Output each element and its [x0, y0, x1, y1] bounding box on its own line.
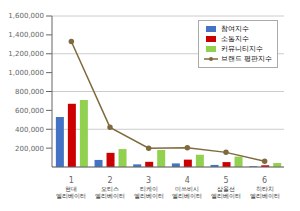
html-text:소통지수: 소통지수 [220, 35, 249, 43]
html-text:커뮤니티지수: 커뮤니티지수 [220, 45, 263, 53]
svg-text:1,400,000: 1,400,000 [8, 31, 44, 39]
svg-text:히타치엘리베이터: 히타치엘리베이터 [250, 185, 280, 199]
svg-text:3: 3 [146, 176, 151, 185]
svg-text:6: 6 [262, 176, 267, 185]
svg-text:1,600,000: 1,600,000 [8, 12, 44, 20]
svg-text:1,000,000: 1,000,000 [8, 69, 44, 77]
svg-text:현대엘리베이터: 현대엘리베이터 [56, 185, 86, 199]
svg-text:200,000: 200,000 [15, 145, 44, 153]
svg-text:1,200,000: 1,200,000 [8, 50, 44, 58]
svg-text:600,000: 600,000 [15, 107, 44, 115]
svg-text:800,000: 800,000 [15, 88, 44, 96]
svg-text:400,000: 400,000 [15, 126, 44, 134]
svg-text:티케이엘리베이터: 티케이엘리베이터 [134, 185, 164, 199]
html-text:브랜드 평판지수: 브랜드 평판지수 [220, 55, 272, 63]
svg-text:미쓰비시엘리베이터: 미쓰비시엘리베이터 [172, 185, 202, 199]
html-text:참여지수: 참여지수 [220, 25, 249, 33]
svg-text:2: 2 [107, 176, 112, 185]
svg-text:4: 4 [185, 176, 190, 185]
svg-text:오티스엘리베이터: 오티스엘리베이터 [95, 185, 125, 199]
svg-text:1: 1 [69, 176, 74, 185]
svg-text:5: 5 [223, 176, 228, 185]
svg-text:삼올선엘리베이터: 삼올선엘리베이터 [211, 185, 241, 199]
